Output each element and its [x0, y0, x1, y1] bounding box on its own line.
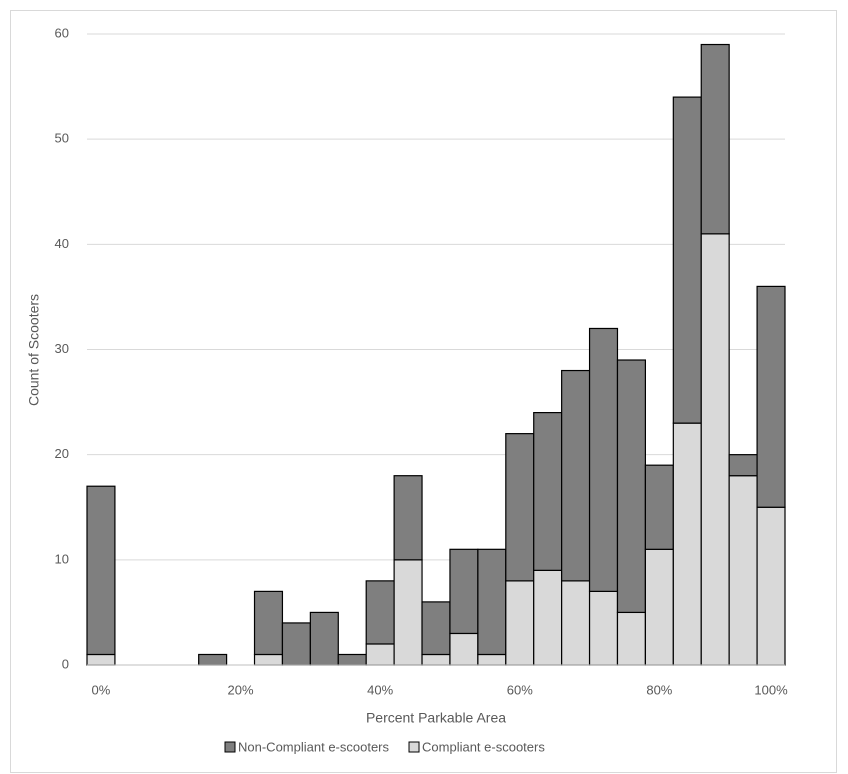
- legend-label: Non-Compliant e-scooters: [238, 739, 390, 754]
- bar: [477, 653, 507, 666]
- x-axis-title: Percent Parkable Area: [366, 710, 506, 726]
- bar: [616, 611, 646, 666]
- bar: [253, 653, 284, 666]
- bar: [700, 233, 730, 666]
- y-tick-label: 40: [55, 236, 69, 251]
- bar: [393, 475, 423, 561]
- bar: [365, 643, 395, 666]
- bar: [281, 622, 311, 666]
- bar: [588, 327, 619, 592]
- y-tick-label: 60: [55, 25, 69, 40]
- y-tick-label: 10: [55, 551, 69, 566]
- y-tick-label: 20: [55, 446, 69, 461]
- x-tick-label: 0%: [92, 682, 111, 697]
- bar: [198, 653, 228, 666]
- y-tick-label: 0: [62, 656, 69, 671]
- chart-border: [10, 10, 837, 773]
- bar: [86, 653, 116, 666]
- x-tick-label: 60%: [507, 682, 533, 697]
- bar: [253, 590, 284, 656]
- y-tick-label: 50: [55, 131, 69, 146]
- y-axis-title: Count of Scooters: [26, 294, 42, 406]
- legend-swatch: [224, 741, 236, 753]
- x-tick-label: 20%: [228, 682, 254, 697]
- bar: [86, 485, 116, 656]
- bar: [421, 601, 451, 656]
- bar: [756, 285, 786, 508]
- bar: [756, 506, 786, 666]
- bar: [533, 569, 563, 666]
- bar: [365, 580, 395, 645]
- bar: [309, 611, 339, 666]
- x-tick-label: 100%: [754, 682, 788, 697]
- x-tick-label: 80%: [646, 682, 672, 697]
- bar: [561, 580, 591, 666]
- bar: [588, 590, 619, 666]
- bar: [477, 548, 507, 656]
- bar: [449, 632, 479, 666]
- bar: [672, 422, 702, 666]
- bar: [337, 653, 367, 666]
- bar: [616, 359, 646, 614]
- bar: [728, 475, 758, 666]
- bar: [505, 433, 535, 582]
- bar: [672, 96, 702, 424]
- y-tick-label: 30: [55, 341, 69, 356]
- bar: [421, 653, 451, 666]
- bar: [700, 43, 730, 235]
- bar: [644, 548, 674, 666]
- bar: [449, 548, 479, 635]
- bar: [533, 412, 563, 571]
- legend-label: Compliant e-scooters: [422, 739, 545, 754]
- bar: [644, 464, 674, 550]
- bar: [505, 580, 535, 666]
- bar: [393, 559, 423, 666]
- bar: [728, 454, 758, 477]
- legend-swatch: [408, 741, 420, 753]
- x-tick-label: 40%: [367, 682, 393, 697]
- bar: [561, 369, 591, 582]
